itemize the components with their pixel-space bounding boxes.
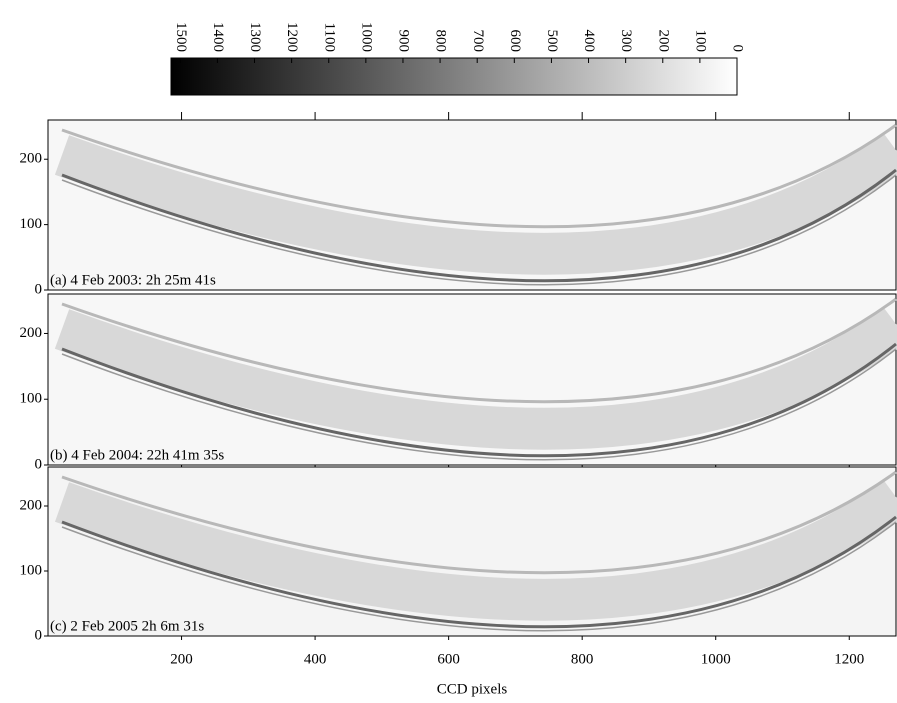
- colorbar-tick-label: 1100: [321, 23, 337, 52]
- colorbar-tick-label: 1300: [247, 22, 263, 52]
- colorbar-tick-label: 200: [655, 30, 671, 53]
- ring-arc: [61, 168, 897, 283]
- ring-arc: [54, 480, 897, 621]
- ring-arc: [61, 348, 897, 461]
- colorbar-tick-label: 900: [396, 30, 412, 53]
- x-tick-label: 800: [571, 651, 594, 667]
- x-tick-label: 200: [170, 651, 193, 667]
- x-tick-label: 400: [304, 651, 327, 667]
- ring-arc: [54, 307, 897, 450]
- colorbar: [170, 57, 738, 96]
- y-tick-label: 0: [35, 627, 43, 643]
- y-tick-label: 100: [20, 391, 43, 407]
- colorbar-tick-label: 1000: [358, 22, 374, 52]
- colorbar-tick-label: 1400: [210, 22, 226, 52]
- y-tick-label: 200: [20, 151, 43, 167]
- ring-arc: [61, 515, 897, 629]
- colorbar-tick-label: 500: [544, 30, 560, 53]
- colorbar-tick-label: 1200: [284, 22, 300, 52]
- ring-arc: [61, 470, 897, 575]
- image-annotation: (c) 2 Feb 2005 2h 6m 31s: [50, 618, 204, 634]
- ring-arc: [54, 133, 897, 275]
- colorbar-tick-label: 300: [618, 30, 634, 53]
- ring-arc: [61, 342, 897, 458]
- colorbar-tick-label: 1500: [173, 22, 189, 52]
- y-tick-label: 200: [20, 325, 43, 341]
- y-tick-label: 0: [35, 281, 43, 297]
- x-tick-label: 1200: [834, 651, 864, 667]
- x-tick-label: 600: [437, 651, 460, 667]
- y-tick-label: 200: [20, 497, 43, 513]
- x-tick-label: 1000: [701, 651, 731, 667]
- y-tick-label: 0: [35, 456, 43, 472]
- colorbar-tick-label: 700: [470, 30, 486, 53]
- ring-arc: [61, 174, 897, 286]
- colorbar-tick-label: 800: [433, 30, 449, 53]
- colorbar-tick-label: 400: [581, 30, 597, 53]
- colorbar-tick-label: 600: [507, 30, 523, 53]
- ring-arc: [61, 521, 897, 632]
- ring-arc: [61, 297, 897, 404]
- colorbar-tick-label: 0: [730, 45, 746, 53]
- ring-arc: [61, 123, 897, 229]
- x-axis-label: CCD pixels: [437, 681, 508, 697]
- image-annotation: (b) 4 Feb 2004: 22h 41m 35s: [50, 447, 224, 463]
- y-tick-label: 100: [20, 562, 43, 578]
- y-tick-label: 100: [20, 216, 43, 232]
- colorbar-tick-label: 100: [692, 30, 708, 53]
- image-annotation: (a) 4 Feb 2003: 2h 25m 41s: [50, 272, 216, 288]
